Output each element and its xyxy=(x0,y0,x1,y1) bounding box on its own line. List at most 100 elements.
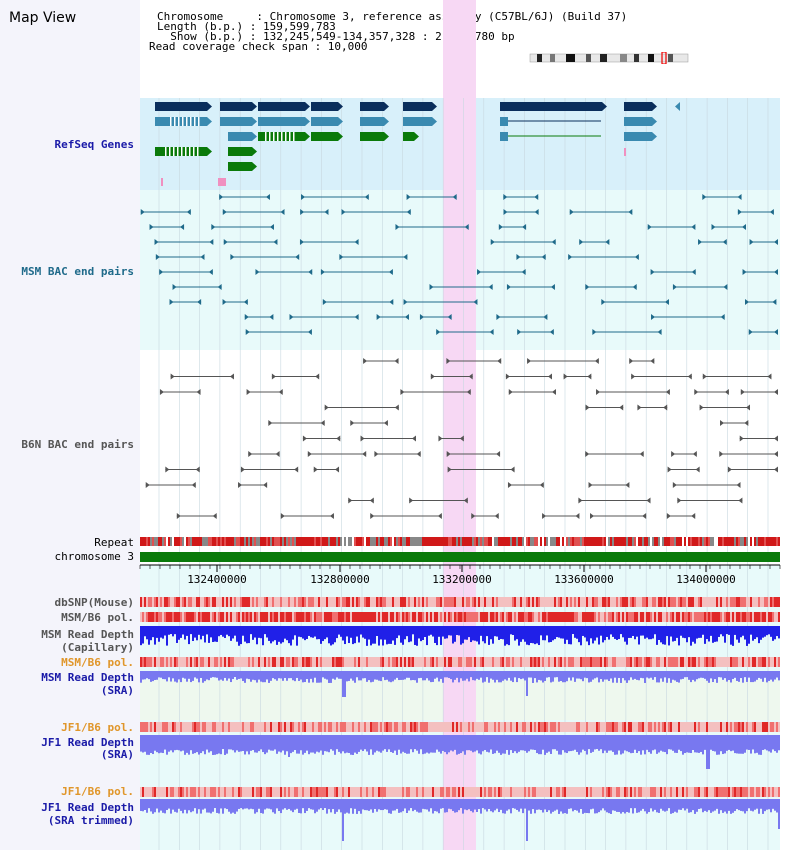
depth-bar xyxy=(308,626,310,636)
pol-cell xyxy=(722,657,724,667)
msm-bac-pair-end xyxy=(720,314,725,320)
depth-bar xyxy=(178,799,180,809)
depth-bar xyxy=(746,799,748,812)
repeat-block xyxy=(364,537,366,546)
repeat-block xyxy=(684,537,686,546)
pol-cell xyxy=(410,787,412,797)
repeat-block xyxy=(544,537,546,546)
pol-cell xyxy=(312,657,314,667)
pol-cell xyxy=(696,657,698,667)
pol-cell xyxy=(498,722,500,732)
pol-cell xyxy=(274,657,276,667)
pol-cell xyxy=(344,787,346,797)
pol-cell xyxy=(552,612,554,622)
depth-bar xyxy=(422,735,424,755)
depth-bar xyxy=(494,671,496,683)
depth-bar xyxy=(334,735,336,755)
dbsnp-cell xyxy=(176,597,178,607)
dbsnp-cell xyxy=(360,597,362,607)
pol-cell xyxy=(600,612,602,622)
depth-bar xyxy=(370,799,372,810)
depth-bar xyxy=(504,671,506,680)
pol-cell xyxy=(254,612,256,622)
depth-bar xyxy=(500,735,502,755)
pol-cell xyxy=(356,787,358,797)
dbsnp-cell xyxy=(424,597,426,607)
depth-bar xyxy=(278,626,280,642)
pol-cell xyxy=(164,787,166,797)
depth-bar xyxy=(342,671,344,697)
pol-cell xyxy=(674,657,676,667)
pol-cell xyxy=(604,612,606,622)
pol-cell xyxy=(320,612,322,622)
msm-bac-pair-end xyxy=(269,224,274,230)
depth-bar xyxy=(378,626,380,646)
depth-bar xyxy=(360,626,362,635)
pol-cell xyxy=(386,657,388,667)
pol-cell xyxy=(368,722,370,732)
repeat-block xyxy=(590,537,592,546)
pol-cell xyxy=(168,722,170,732)
depth-bar xyxy=(592,671,594,680)
gene-strand-arrow xyxy=(384,117,389,126)
dbsnp-cell xyxy=(590,597,592,607)
pol-cell xyxy=(482,657,484,667)
depth-bar xyxy=(660,735,662,751)
pol-cell xyxy=(418,612,420,622)
repeat-block xyxy=(192,537,194,546)
pol-cell xyxy=(632,722,634,732)
depth-bar xyxy=(182,626,184,635)
pol-cell xyxy=(660,722,662,732)
repeat-block xyxy=(750,537,752,546)
dbsnp-cell xyxy=(668,597,670,607)
depth-bar xyxy=(638,626,640,645)
pol-cell xyxy=(652,787,654,797)
dbsnp-cell xyxy=(554,597,556,607)
dbsnp-cell xyxy=(228,597,230,607)
depth-bar xyxy=(598,735,600,751)
pol-cell xyxy=(272,657,274,667)
repeat-block xyxy=(550,537,552,546)
dbsnp-cell xyxy=(612,597,614,607)
repeat-block xyxy=(350,537,352,546)
dbsnp-cell xyxy=(342,597,344,607)
dbsnp-cell xyxy=(156,597,158,607)
msm-bac-pair-end xyxy=(543,314,548,320)
msm-bac-pair-end xyxy=(592,329,597,335)
repeat-block xyxy=(664,537,666,546)
gene-strand-arrow xyxy=(414,132,419,141)
b6n-bac-pair-end xyxy=(692,451,697,457)
depth-bar xyxy=(440,735,442,754)
depth-bar xyxy=(220,626,222,635)
pol-cell xyxy=(494,722,496,732)
pol-cell xyxy=(462,657,464,667)
pol-cell xyxy=(272,787,274,797)
pol-cell xyxy=(354,787,356,797)
depth-bar xyxy=(770,671,772,680)
depth-bar xyxy=(532,671,534,683)
pol-cell xyxy=(480,787,482,797)
depth-bar xyxy=(524,626,526,642)
pol-cell xyxy=(446,722,448,732)
depth-bar xyxy=(640,799,642,811)
depth-bar xyxy=(480,626,482,636)
pol-cell xyxy=(532,657,534,667)
chromosome-ideogram[interactable] xyxy=(528,52,690,64)
pol-cell xyxy=(540,787,542,797)
pol-cell xyxy=(170,612,172,622)
pol-cell xyxy=(612,787,614,797)
pol-cell xyxy=(474,787,476,797)
depth-bar xyxy=(448,735,450,753)
pol-cell xyxy=(316,657,318,667)
b6n-bac-pair-end xyxy=(629,358,634,364)
dbsnp-cell xyxy=(428,597,430,607)
pol-cell xyxy=(554,722,556,732)
pol-cell xyxy=(708,612,710,622)
pol-cell xyxy=(308,612,310,622)
depth-bar xyxy=(238,735,240,752)
repeat-block xyxy=(524,537,526,546)
b6n-bac-pair-end xyxy=(575,513,580,519)
pol-cell xyxy=(720,612,722,622)
pol-cell xyxy=(194,657,196,667)
